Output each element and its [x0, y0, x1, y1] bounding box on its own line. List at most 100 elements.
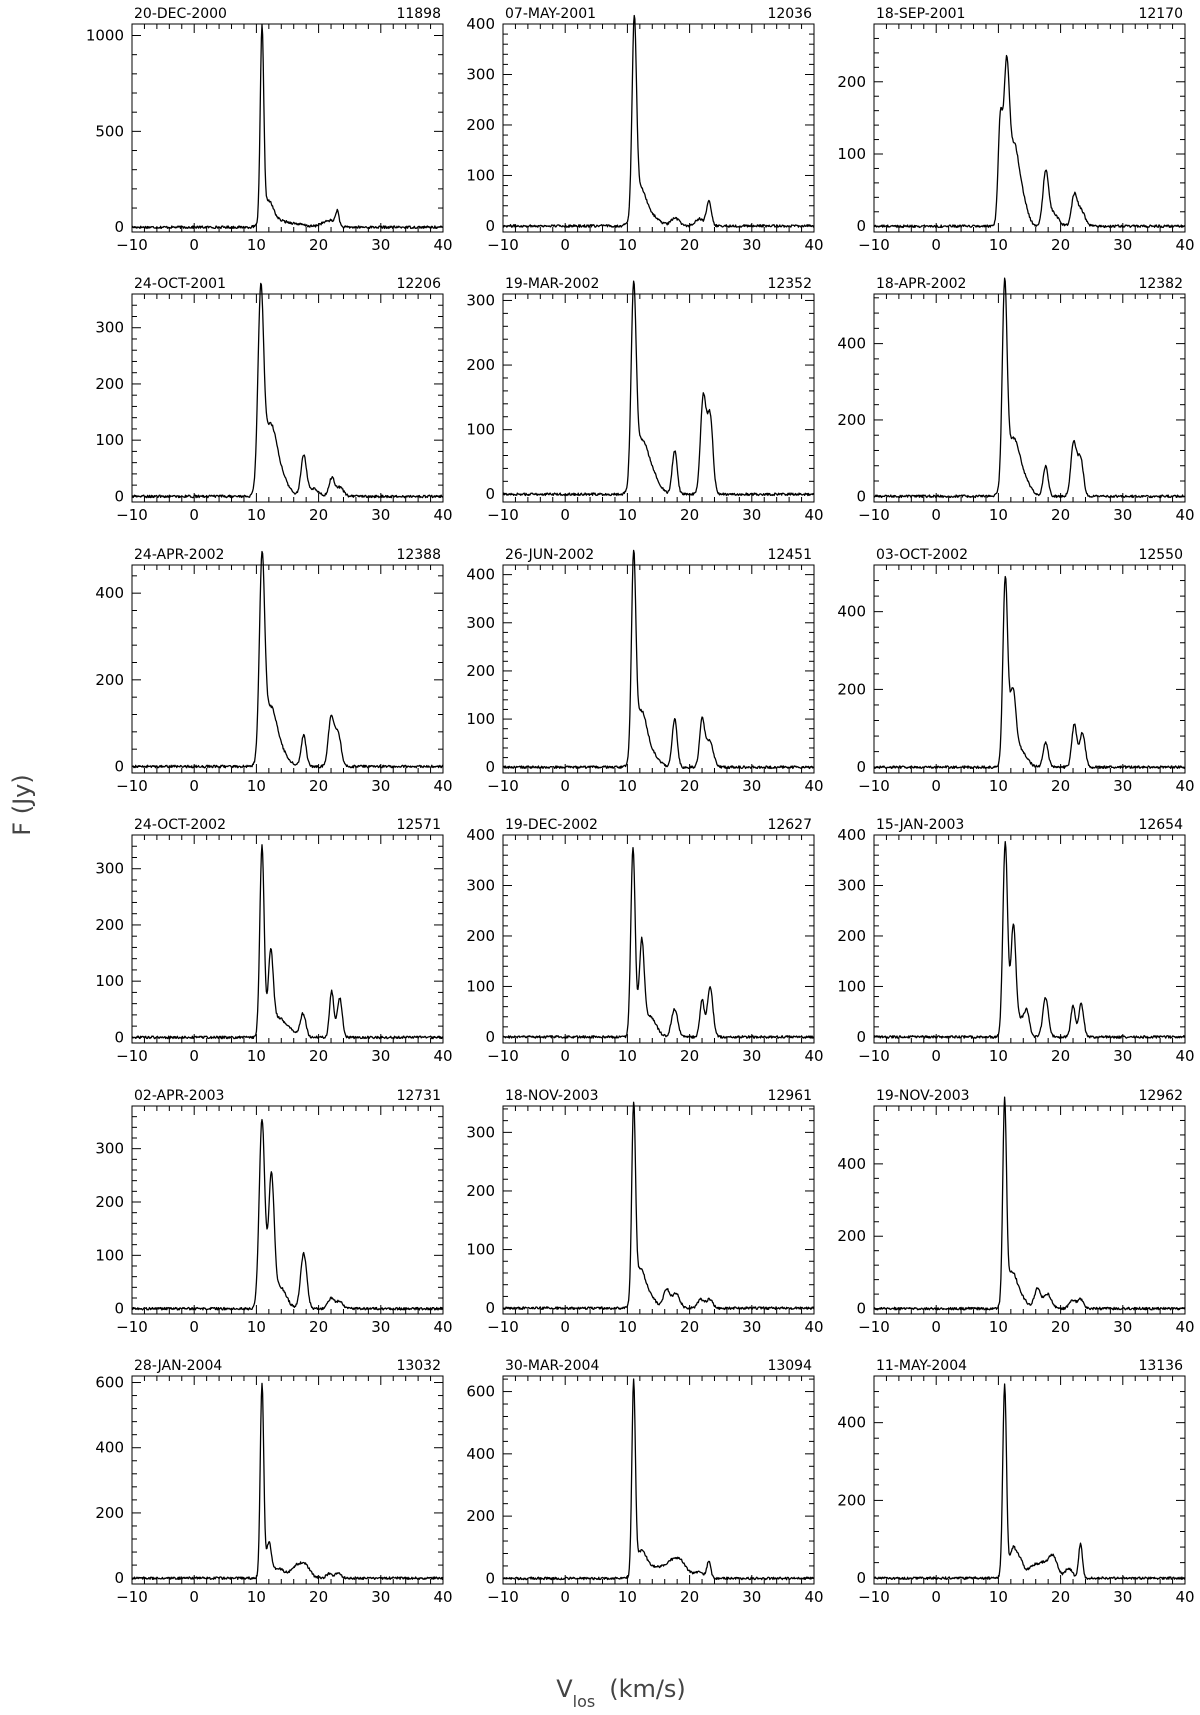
y-tick-label: 0: [856, 1569, 866, 1587]
x-tick-label: 40: [433, 506, 452, 524]
y-tick-label: 400: [837, 603, 866, 621]
x-tick-label: 30: [742, 1047, 761, 1065]
panel-date: 03-OCT-2002: [876, 547, 968, 563]
y-tick-label: 200: [466, 1507, 495, 1525]
spectrum-line: [131, 1118, 444, 1311]
y-tick-label: 200: [466, 927, 495, 945]
x-tick-label: 10: [247, 1047, 266, 1065]
x-tick-label: 10: [989, 1318, 1008, 1336]
y-tick-label: 0: [114, 1569, 124, 1587]
x-tick-label: 40: [1175, 1318, 1194, 1336]
spectrum-line: [502, 14, 815, 228]
panel-frame: [873, 1375, 1186, 1585]
y-tick-label: 0: [114, 758, 124, 776]
x-tick-label: 10: [247, 1318, 266, 1336]
x-tick-label: 40: [433, 1047, 452, 1065]
y-tick-label: 0: [485, 485, 495, 503]
x-tick-label: 0: [189, 506, 199, 524]
y-tick-label: 600: [466, 1383, 495, 1401]
x-tick-label: 30: [1113, 236, 1132, 254]
panel-frame: [873, 293, 1186, 503]
x-tick-label: 10: [989, 1047, 1008, 1065]
spectrum-line: [131, 1382, 444, 1581]
x-tick-label: 0: [560, 777, 570, 795]
y-tick-label: 100: [466, 421, 495, 439]
panel-id: 12382: [1138, 276, 1183, 292]
x-axis-label-sub: los: [573, 1692, 596, 1711]
y-tick-label: 400: [466, 15, 495, 33]
panel-date: 19-DEC-2002: [505, 817, 598, 833]
panel-date: 24-OCT-2002: [134, 817, 226, 833]
panel-frame: [131, 23, 444, 233]
panel-date: 19-NOV-2003: [876, 1088, 970, 1104]
x-tick-label: 20: [680, 1047, 699, 1065]
x-tick-label: 30: [742, 1318, 761, 1336]
x-tick-label: 40: [804, 506, 823, 524]
x-tick-label: 20: [1051, 777, 1070, 795]
y-tick-label: 100: [837, 145, 866, 163]
x-tick-label: 40: [1175, 236, 1194, 254]
panel-id: 12206: [396, 276, 441, 292]
x-tick-label: 0: [931, 777, 941, 795]
x-tick-label: −10: [858, 1318, 890, 1336]
x-tick-label: −10: [858, 1588, 890, 1606]
y-tick-label: 200: [837, 1227, 866, 1245]
panel-id: 12352: [767, 276, 812, 292]
panel-id: 12627: [767, 817, 812, 833]
panel-frame: [502, 23, 815, 233]
panel-id: 12961: [767, 1088, 812, 1104]
x-tick-label: 0: [931, 236, 941, 254]
y-tick-label: 0: [485, 1028, 495, 1046]
y-tick-label: 200: [837, 680, 866, 698]
x-tick-label: −10: [116, 1588, 148, 1606]
panel-date: 18-NOV-2003: [505, 1088, 599, 1104]
y-tick-label: 300: [466, 614, 495, 632]
x-tick-label: −10: [116, 1047, 148, 1065]
x-axis-label-unit: (km/s): [609, 1675, 686, 1703]
y-tick-label: 400: [466, 566, 495, 584]
y-tick-label: 200: [466, 116, 495, 134]
y-tick-label: 300: [466, 65, 495, 83]
x-tick-label: −10: [116, 236, 148, 254]
y-tick-label: 100: [95, 431, 124, 449]
panel-frame: [131, 834, 444, 1044]
y-tick-label: 0: [114, 218, 124, 236]
x-tick-label: 0: [189, 777, 199, 795]
x-tick-label: 40: [804, 1318, 823, 1336]
x-axis-label-main: V: [556, 1675, 573, 1703]
x-tick-label: −10: [858, 1047, 890, 1065]
panel-frame: [873, 1105, 1186, 1315]
y-tick-label: 200: [95, 375, 124, 393]
y-tick-label: 500: [95, 122, 124, 140]
spectrum-line: [873, 1383, 1186, 1581]
x-tick-label: 0: [189, 236, 199, 254]
x-tick-label: 10: [989, 1588, 1008, 1606]
x-tick-label: −10: [858, 777, 890, 795]
panel-id: 12451: [767, 547, 812, 563]
panel-date: 24-OCT-2001: [134, 276, 226, 292]
x-tick-label: 20: [680, 506, 699, 524]
panel-id: 12571: [396, 817, 441, 833]
spectrum-line: [131, 282, 444, 499]
x-tick-label: 30: [371, 506, 390, 524]
y-tick-label: 0: [114, 1028, 124, 1046]
y-tick-label: 300: [837, 876, 866, 894]
x-tick-label: 20: [309, 236, 328, 254]
y-tick-label: 100: [466, 977, 495, 995]
x-tick-label: 20: [680, 236, 699, 254]
x-tick-label: 20: [1051, 1318, 1070, 1336]
y-tick-label: 0: [856, 487, 866, 505]
spectrum-line: [502, 1378, 815, 1581]
spectrum-line: [873, 575, 1186, 770]
x-tick-label: 20: [1051, 1047, 1070, 1065]
y-tick-label: 100: [466, 710, 495, 728]
y-tick-label: 400: [95, 584, 124, 602]
y-tick-label: 0: [485, 758, 495, 776]
panel-date: 24-APR-2002: [134, 547, 224, 563]
